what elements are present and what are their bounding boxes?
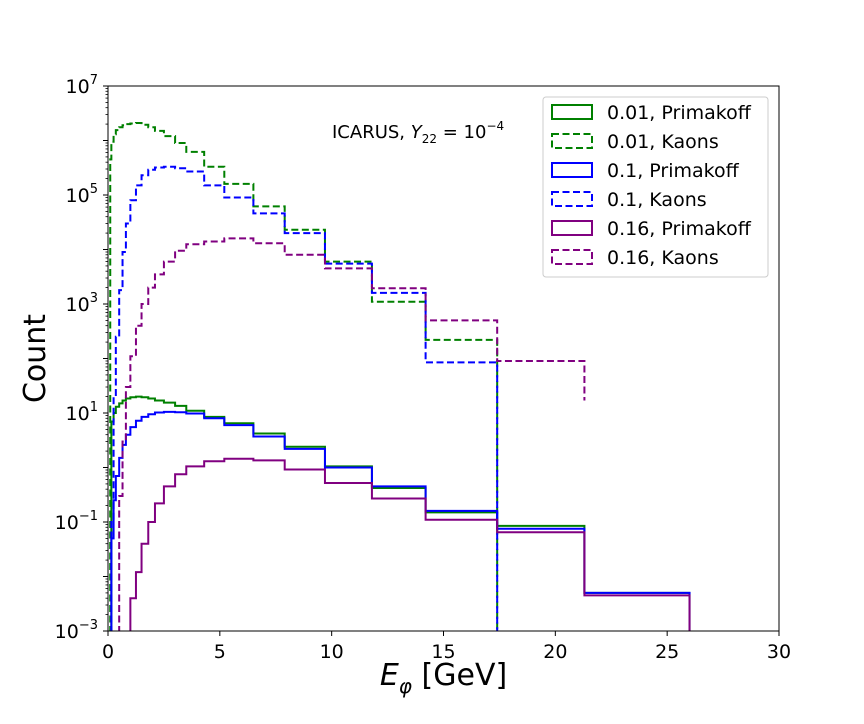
legend-frame: [542, 96, 769, 278]
legend-label: 0.01, Primakoff: [607, 102, 752, 124]
annotation-text: ICARUS, Y22 = 10−4: [332, 119, 504, 146]
x-tick-label: 30: [767, 641, 791, 663]
series-1-step-line: [109, 121, 499, 631]
x-axis-title: Eφ [GeV]: [380, 658, 507, 698]
legend-label: 0.16, Kaons: [607, 247, 719, 269]
annotation-superscript: −4: [486, 119, 504, 133]
annotation-equals: = 10: [437, 122, 486, 143]
y-axis: 10−3 10−1 101 103 105 107: [55, 73, 108, 643]
x-axis-title-symbol: E: [380, 658, 399, 693]
series-5-step-line: [118, 237, 586, 631]
legend: 0.01, Primakoff 0.01, Kaons 0.1, Primakoff…: [542, 96, 769, 278]
x-axis: 0 5 10 15 20 25 30: [102, 631, 791, 663]
x-tick-label: 20: [543, 641, 567, 663]
legend-label: 0.16, Primakoff: [607, 218, 752, 240]
x-tick-label: 25: [655, 641, 679, 663]
y-tick-label: 107: [66, 73, 98, 98]
legend-swatch: [551, 191, 593, 207]
series-layer: [109, 121, 691, 631]
series-4-step-line: [129, 457, 691, 631]
series-0-step-line: [110, 395, 691, 631]
x-axis-title-unit: [GeV]: [412, 658, 507, 693]
series-3-step-line: [110, 165, 499, 631]
legend-swatch: [551, 220, 593, 236]
legend-swatch: [551, 162, 593, 178]
y-tick-label: 101: [66, 400, 98, 425]
y-tick-label: 105: [66, 182, 98, 207]
x-tick-label: 15: [431, 641, 455, 663]
series-2-step-line: [110, 410, 691, 631]
x-axis-title-subscript: φ: [399, 674, 412, 698]
x-tick-label: 0: [102, 641, 114, 663]
annotation-prefix: ICARUS,: [332, 122, 411, 143]
legend-label: 0.1, Primakoff: [607, 160, 740, 182]
legend-label: 0.01, Kaons: [607, 131, 719, 153]
y-tick-label: 10−1: [55, 509, 98, 534]
legend-swatch: [551, 104, 593, 120]
legend-swatch: [551, 133, 593, 149]
annotation-symbol: Y: [411, 122, 424, 143]
y-tick-label: 103: [66, 291, 98, 316]
legend-label: 0.1, Kaons: [607, 189, 707, 211]
legend-swatch: [551, 249, 593, 265]
x-tick-label: 10: [320, 641, 344, 663]
x-tick-label: 5: [214, 641, 226, 663]
annotation-subscript: 22: [422, 132, 437, 146]
y-axis-title: Count: [18, 314, 53, 403]
y-tick-label: 10−3: [55, 618, 98, 643]
